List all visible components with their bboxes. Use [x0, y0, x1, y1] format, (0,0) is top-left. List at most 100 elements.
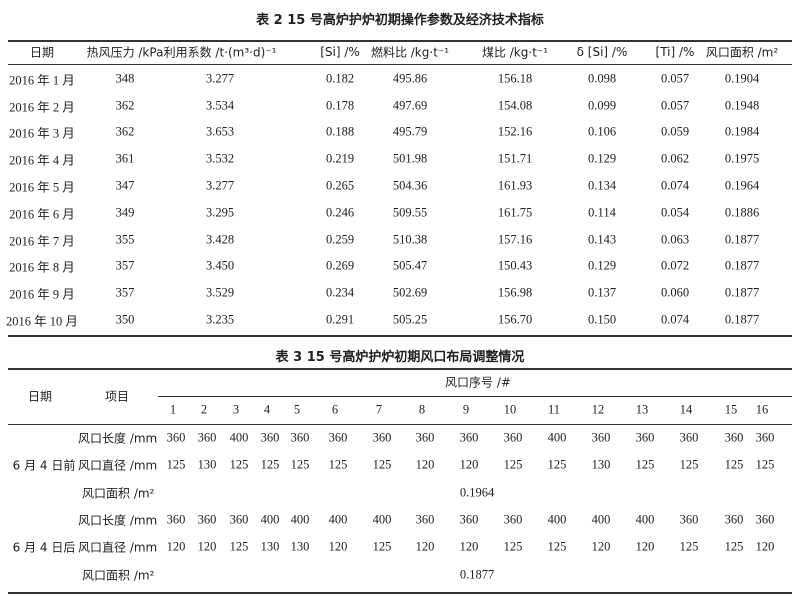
table2-cell: 0.057 [660, 98, 690, 113]
table2-cell: 0.143 [587, 232, 617, 247]
table2-cell: 362 [115, 124, 135, 139]
table2-cell: 151.71 [497, 151, 533, 166]
table2-date-cell: 2016 年 9 月 [9, 287, 75, 302]
table2-column-header: 燃料比 /kg·t⁻¹ [370, 45, 450, 60]
table2-cell: 349 [115, 205, 135, 220]
tuyere-value: 400 [290, 512, 310, 527]
table2-cell: 347 [115, 178, 135, 193]
tuyere-value: 125 [372, 539, 392, 554]
table2-cell: 348 [115, 71, 135, 86]
table2-cell: 161.93 [497, 178, 533, 193]
tuyere-value: 400 [635, 512, 655, 527]
table2-cell: 154.08 [497, 98, 533, 113]
tuyere-number: 11 [547, 402, 561, 417]
tuyere-number: 7 [375, 402, 383, 417]
table2-cell: 357 [115, 285, 135, 300]
tuyere-value: 120 [415, 539, 435, 554]
table2-cell: 3.277 [205, 178, 235, 193]
table2-cell: 505.47 [392, 258, 428, 273]
table2-cell: 0.074 [660, 178, 690, 193]
table2-bottom-rule [8, 335, 792, 337]
table2-cell: 3.428 [205, 232, 235, 247]
table2-date-cell: 2016 年 8 月 [9, 260, 75, 275]
tuyere-number: 13 [635, 402, 649, 417]
area-value: 0.1877 [459, 567, 495, 582]
tuyere-value: 360 [755, 512, 775, 527]
table2-cell: 0.137 [587, 285, 617, 300]
table3-sub-rule [158, 396, 792, 397]
table2-cell: 0.182 [325, 71, 355, 86]
table2-cell: 0.1877 [724, 312, 760, 327]
table2-cell: 0.062 [660, 151, 690, 166]
table2-cell: 0.1877 [724, 285, 760, 300]
tuyere-value: 120 [197, 539, 217, 554]
table2-cell: 0.1877 [724, 258, 760, 273]
table2-cell: 0.1964 [724, 178, 760, 193]
tuyere-number: 9 [462, 402, 470, 417]
table2-cell: 0.129 [587, 151, 617, 166]
tuyere-value: 400 [372, 512, 392, 527]
tuyere-value: 120 [328, 539, 348, 554]
tuyere-value: 360 [166, 430, 186, 445]
tuyere-value: 125 [724, 539, 744, 554]
table2-cell: 3.532 [205, 151, 235, 166]
table2-title: 表 2 15 号高炉护炉初期操作参数及经济技术指标 [256, 13, 544, 28]
tuyere-value: 120 [459, 457, 479, 472]
tuyere-value: 125 [503, 539, 523, 554]
tuyere-value: 400 [591, 512, 611, 527]
table2-top-rule [8, 40, 792, 42]
tuyere-value: 130 [290, 539, 310, 554]
row-item: 风口长度 /mm [78, 513, 158, 528]
table2-cell: 0.150 [587, 312, 617, 327]
tuyere-value: 125 [635, 457, 655, 472]
table2-cell: 157.16 [497, 232, 533, 247]
tuyere-value: 120 [459, 539, 479, 554]
table2-cell: 0.1904 [724, 71, 760, 86]
tuyere-value: 360 [724, 512, 744, 527]
tuyere-number: 4 [263, 402, 271, 417]
tuyere-value: 360 [679, 512, 699, 527]
table2-cell: 0.291 [325, 312, 355, 327]
area-label: 风口面积 /m² [82, 486, 155, 501]
tuyere-value: 125 [328, 457, 348, 472]
tuyere-number: 2 [200, 402, 208, 417]
tuyere-value: 360 [260, 430, 280, 445]
tuyere-value: 125 [260, 457, 280, 472]
tuyere-value: 125 [755, 457, 775, 472]
tuyere-value: 125 [503, 457, 523, 472]
table2-cell: 350 [115, 312, 135, 327]
table2-cell: 0.1975 [724, 151, 760, 166]
table2-cell: 152.16 [497, 124, 533, 139]
table2-cell: 355 [115, 232, 135, 247]
tuyere-value: 400 [547, 430, 567, 445]
table2-cell: 0.234 [325, 285, 355, 300]
table2-cell: 150.43 [497, 258, 533, 273]
table2-column-header: δ [Si] /% [576, 45, 628, 59]
tuyere-value: 360 [459, 512, 479, 527]
tuyere-value: 400 [229, 430, 249, 445]
tuyere-value: 360 [503, 430, 523, 445]
table2-cell: 0.1877 [724, 232, 760, 247]
tuyere-value: 360 [415, 512, 435, 527]
table2-cell: 0.265 [325, 178, 355, 193]
tuyere-value: 120 [755, 539, 775, 554]
tuyere-value: 125 [372, 457, 392, 472]
table2-cell: 3.534 [205, 98, 235, 113]
tuyere-value: 400 [328, 512, 348, 527]
tuyere-number: 12 [591, 402, 605, 417]
row-item: 风口直径 /mm [78, 458, 158, 473]
table2-cell: 3.653 [205, 124, 235, 139]
table3-header-tuyere: 风口序号 /# [445, 375, 511, 390]
tuyere-value: 120 [591, 539, 611, 554]
tuyere-number: 10 [503, 402, 517, 417]
tuyere-value: 125 [229, 539, 249, 554]
group-date: 6 月 4 日后 [12, 540, 76, 555]
tuyere-value: 125 [679, 539, 699, 554]
table2-date-cell: 2016 年 7 月 [9, 234, 75, 249]
table2-cell: 495.79 [392, 124, 428, 139]
row-item: 风口长度 /mm [78, 431, 158, 446]
table2-cell: 0.246 [325, 205, 355, 220]
table2-cell: 0.129 [587, 258, 617, 273]
table2-cell: 0.059 [660, 124, 690, 139]
table2-cell: 156.18 [497, 71, 533, 86]
